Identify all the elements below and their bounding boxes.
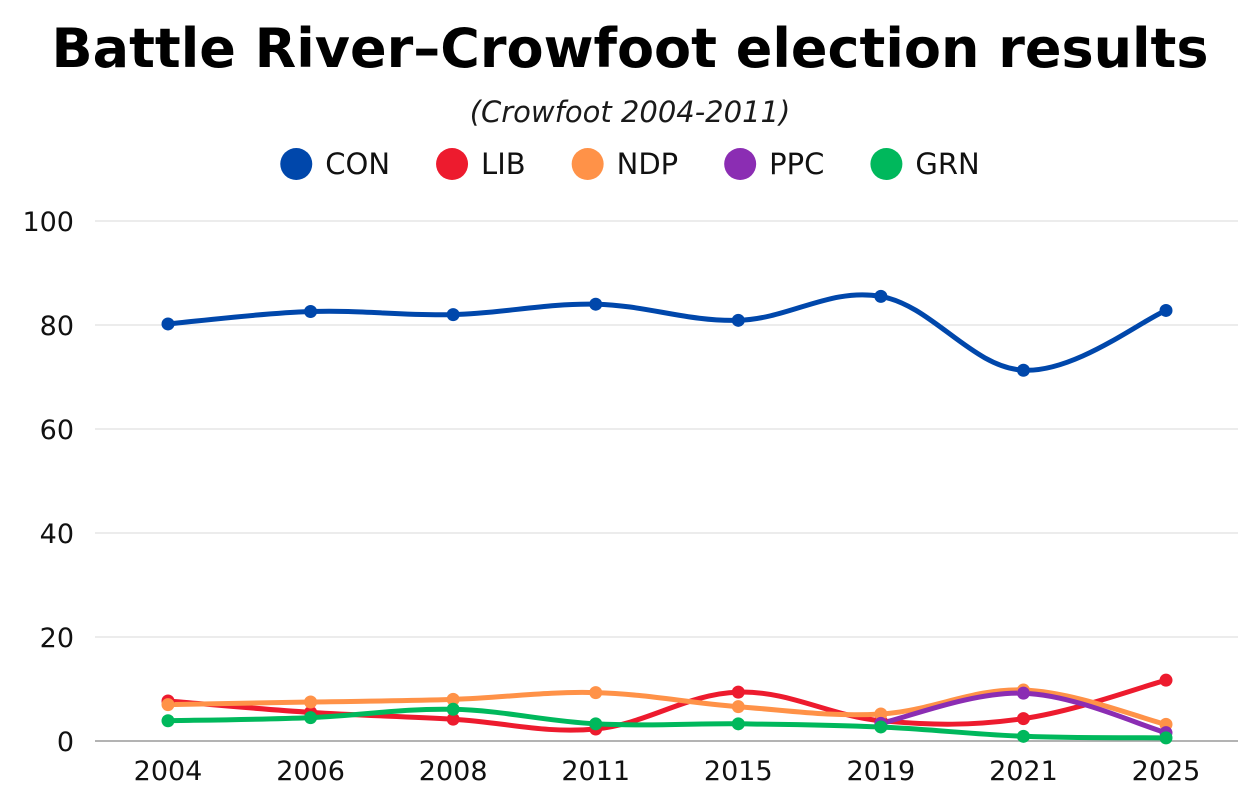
series-line-ndp (165, 687, 1169, 727)
legend-item-lib: LIB (436, 147, 526, 181)
y-tick-label-40: 40 (40, 519, 74, 550)
x-axis-tick-labels: 2004 2006 2008 2011 2015 2019 2021 2025 (134, 756, 1201, 787)
data-point-grn-2004 (161, 714, 175, 728)
x-tick-label-2011: 2011 (561, 756, 630, 787)
y-tick-label-100: 100 (22, 207, 74, 238)
legend-item-ppc: PPC (724, 147, 824, 181)
data-point-con-2011 (589, 297, 603, 311)
legend-label-lib: LIB (481, 147, 526, 181)
legend-item-ndp: NDP (571, 147, 679, 181)
series-line-con (165, 292, 1169, 373)
chart-series-points (161, 289, 1173, 745)
data-point-grn-2019 (874, 720, 888, 734)
data-point-ndp-2019 (874, 707, 888, 721)
data-point-ndp-2011 (589, 686, 603, 700)
x-tick-label-2019: 2019 (846, 756, 915, 787)
chart-gridlines (95, 220, 1238, 742)
data-point-lib-2021 (1016, 712, 1030, 726)
data-point-lib-2015 (731, 685, 745, 699)
x-tick-label-2004: 2004 (134, 756, 203, 787)
x-tick-label-2021: 2021 (989, 756, 1058, 787)
x-tick-label-2015: 2015 (704, 756, 773, 787)
data-point-con-2021 (1016, 363, 1030, 377)
data-point-grn-2011 (589, 717, 603, 731)
legend-label-con: CON (325, 147, 390, 181)
legend-label-ndp: NDP (617, 147, 679, 181)
data-point-ndp-2008 (446, 692, 460, 706)
y-tick-label-20: 20 (40, 623, 74, 654)
chart-legend: CON LIB NDP PPC GRN (280, 147, 980, 181)
data-point-lib-2025 (1159, 673, 1173, 687)
chart-subtitle: (Crowfoot 2004-2011) (470, 95, 791, 129)
legend-label-grn: GRN (915, 147, 979, 181)
data-point-con-2025 (1159, 303, 1173, 317)
data-point-ndp-2004 (161, 698, 175, 712)
y-axis-tick-labels: 0 20 40 60 80 100 (22, 207, 74, 758)
legend-marker-ndp (571, 148, 604, 180)
data-point-ndp-2006 (304, 695, 318, 709)
y-tick-label-0: 0 (57, 727, 74, 758)
legend-marker-grn (870, 148, 903, 180)
data-point-grn-2015 (731, 717, 745, 731)
data-point-grn-2008 (446, 702, 460, 716)
data-point-con-2006 (304, 304, 318, 318)
data-point-lib-2008 (446, 712, 460, 726)
legend-marker-ppc (724, 148, 757, 180)
data-point-con-2015 (731, 313, 745, 327)
data-point-grn-2025 (1159, 731, 1173, 745)
legend-item-con: CON (280, 147, 390, 181)
data-point-con-2008 (446, 308, 460, 322)
x-tick-label-2025: 2025 (1132, 756, 1201, 787)
legend-item-grn: GRN (870, 147, 980, 181)
data-point-con-2004 (161, 317, 175, 331)
y-tick-label-80: 80 (40, 311, 74, 342)
legend-marker-lib (436, 148, 469, 180)
data-point-grn-2021 (1016, 729, 1030, 743)
legend-marker-con (280, 148, 313, 180)
chart-title: Battle River–Crowfoot election results (52, 17, 1209, 80)
data-point-con-2019 (874, 289, 888, 303)
legend-label-ppc: PPC (769, 147, 824, 181)
data-point-ppc-2021 (1016, 686, 1030, 700)
x-tick-label-2008: 2008 (419, 756, 488, 787)
y-tick-label-60: 60 (40, 415, 74, 446)
series-line-grn (165, 706, 1169, 741)
data-point-ndp-2015 (731, 700, 745, 714)
data-point-grn-2006 (304, 711, 318, 725)
chart-series-lines (165, 292, 1169, 741)
x-tick-label-2006: 2006 (276, 756, 345, 787)
